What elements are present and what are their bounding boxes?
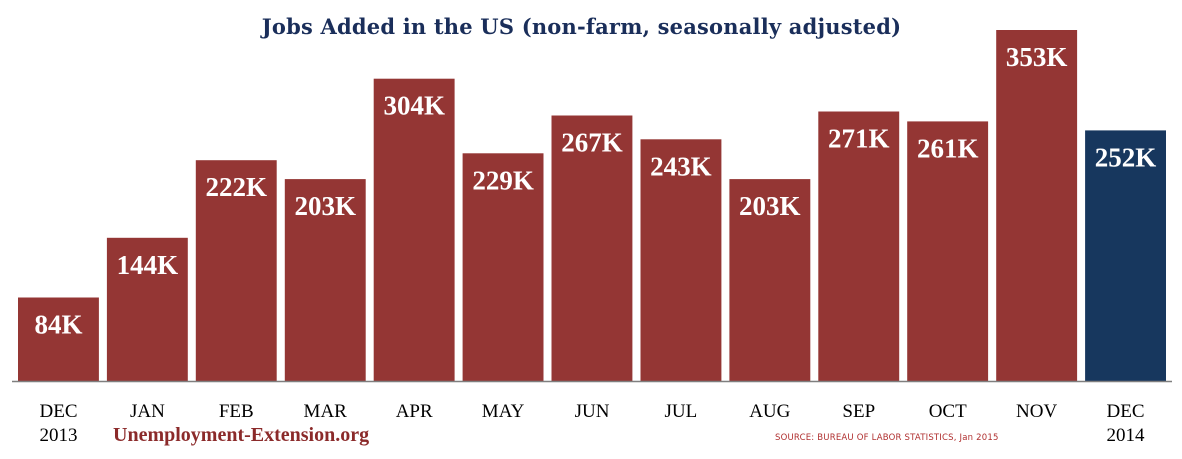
data-label-5: 229K [472,165,534,195]
data-label-10: 261K [917,133,979,163]
data-label-0: 84K [34,310,82,340]
bar-1 [106,237,188,381]
bar-2 [195,160,277,381]
chart-title: Jobs Added in the US (non-farm, seasonal… [261,14,902,39]
bar-7 [640,139,722,381]
bar-0 [18,297,99,381]
bar-6 [551,115,633,381]
bar-11 [996,30,1078,381]
x-tick-label-0-line2: 2013 [40,425,78,446]
x-tick-label-11: NOV [1016,401,1057,422]
data-label-9: 271K [828,124,890,154]
watermark-text: Unemployment-Extension.org [113,424,370,446]
x-tick-label-4: APR [396,401,433,422]
x-tick-label-8: AUG [749,401,790,422]
x-tick-label-12-line2: 2014 [1107,425,1146,446]
x-tick-label-1: JAN [130,401,165,422]
data-label-7: 243K [650,151,712,181]
x-tick-label-0: DEC [40,401,78,422]
x-tick-label-9: SEP [842,401,875,422]
bar-4 [373,78,455,381]
bar-10 [907,121,989,382]
bar-8 [729,179,811,381]
data-label-2: 222K [206,172,268,202]
bar-3 [284,179,366,381]
x-tick-label-5: MAY [482,401,525,422]
x-tick-label-3: MAR [304,401,348,422]
x-tick-label-7: JUL [665,401,698,422]
bar-9 [818,111,900,381]
bar-5 [462,153,544,381]
data-label-8: 203K [739,191,801,221]
data-label-1: 144K [117,250,179,280]
data-label-3: 203K [294,191,356,221]
x-tick-label-2: FEB [219,401,254,422]
x-tick-label-6: JUN [575,401,610,422]
x-tick-label-10: OCT [929,401,967,422]
data-label-11: 353K [1006,42,1068,72]
x-tick-label-12: DEC [1107,401,1145,422]
source-note: SOURCE: BUREAU OF LABOR STATISTICS, Jan … [775,433,999,443]
data-label-6: 267K [561,128,623,158]
data-label-12: 252K [1095,142,1157,172]
bar-12 [1085,130,1166,381]
data-label-4: 304K [383,91,445,121]
